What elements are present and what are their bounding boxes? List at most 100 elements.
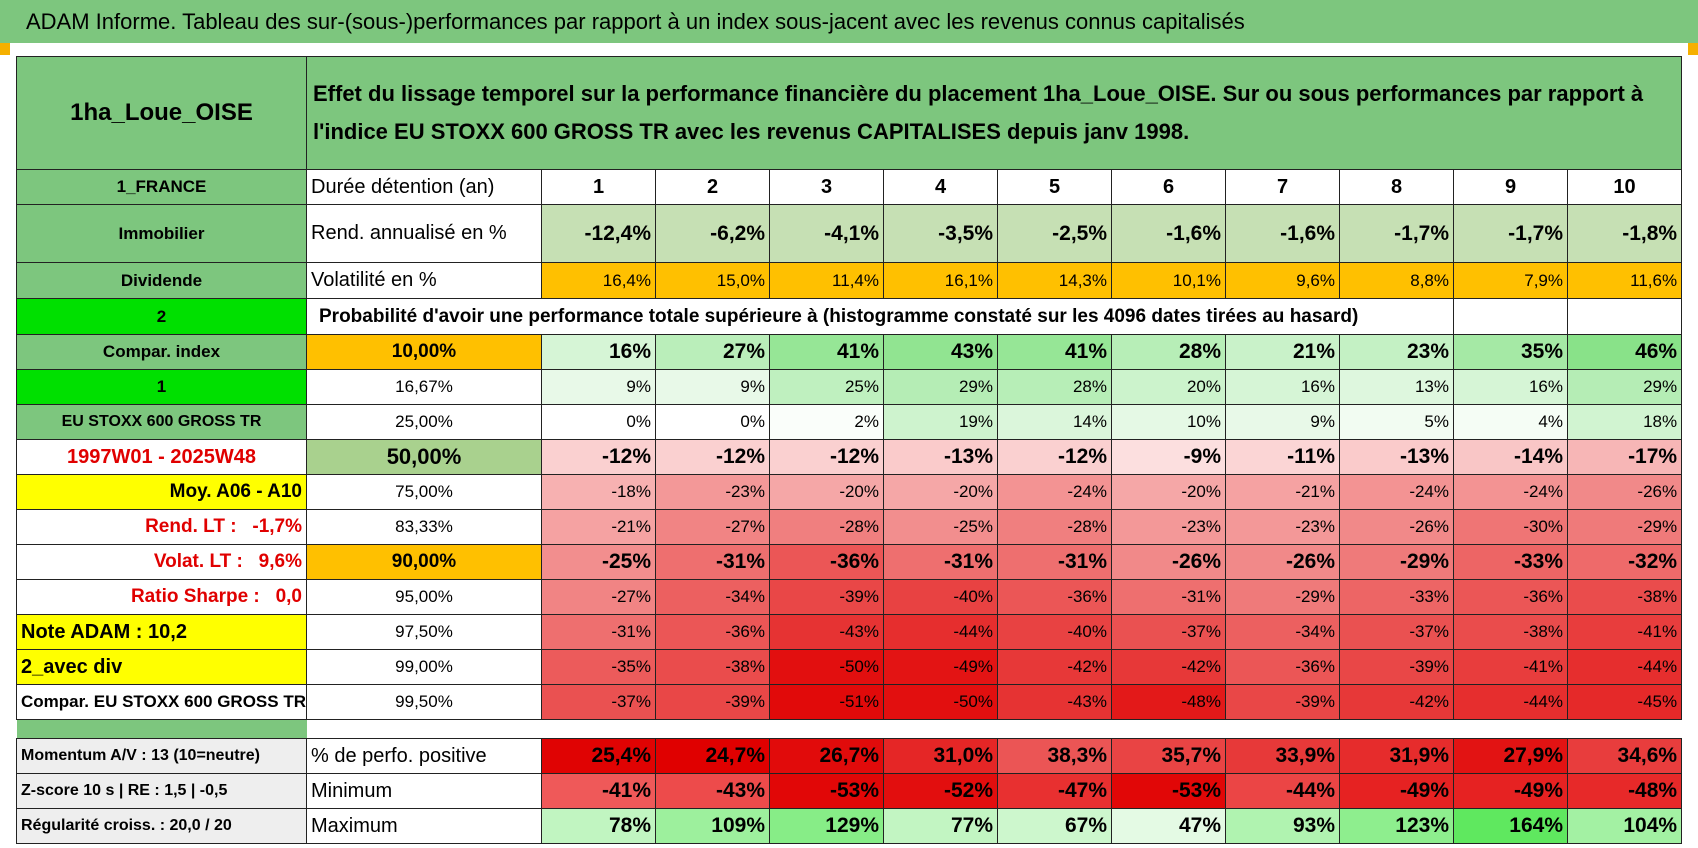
value-cell: 33,9% [1225,738,1340,774]
value-cell: -39% [1225,684,1340,720]
row-label: Compar. EU STOXX 600 GROSS TR [16,684,307,720]
row-label: Compar. index [16,334,307,370]
header-row: 1ha_Loue_OISE Effet du lissage temporel s… [16,56,1683,170]
value-cell: 29% [883,369,998,405]
value-cell: -20% [769,474,884,510]
row-label: 1 [16,369,307,405]
name-cell: 1ha_Loue_OISE [16,56,307,170]
value-cell: -42% [1339,684,1454,720]
row-label: Z-score 10 s | RE : 1,5 | -0,5 [16,773,307,809]
value-cell: 78% [541,808,656,844]
value-cell: 20% [1111,369,1226,405]
value-cell: -21% [541,509,656,545]
value-cell: 16,1% [883,262,998,299]
row-metric: 90,00% [306,544,542,580]
spacer [307,720,1682,739]
value-cell: 16% [1225,369,1340,405]
value-cell: 7 [1225,169,1340,205]
value-cell: -36% [1225,649,1340,685]
value-cell: -13% [883,439,998,475]
value-cell: -29% [1339,544,1454,580]
value-cell: 109% [655,808,770,844]
value-cell: 27,9% [1453,738,1568,774]
row-label: Rend. LT : -1,7% [16,509,307,545]
row-label: Ratio Sharpe : 0,0 [16,579,307,615]
value-cell: -3,5% [883,204,998,263]
value-cell: -12% [655,439,770,475]
value-cell: -31% [655,544,770,580]
value-cell: 35,7% [1111,738,1226,774]
value-cell: 13% [1339,369,1454,405]
data-row: EU STOXX 600 GROSS TR 25,00% 0% 0% 2% 19% 14% 1… [16,404,1683,440]
value-cell: -36% [655,614,770,650]
value-cell: 4% [1453,404,1568,440]
value-cell: -49% [883,649,998,685]
value-cell: 10 [1566,169,1683,205]
row-metric: 10,00% [306,334,542,370]
row-label: 2_avec div [16,649,307,685]
value-cell: 16,4% [541,262,656,299]
value-cell: -42% [1111,649,1226,685]
value-cell: 21% [1225,334,1340,370]
description: Effet du lissage temporel sur la perform… [305,56,1683,170]
value-cell: 31,0% [883,738,998,774]
value-cell: 10% [1111,404,1226,440]
value-cell: 16% [541,334,656,370]
value-cell: 47% [1111,808,1226,844]
data-row: 1997W01 - 2025W48 50,00% -12% -12% -12% -13% -… [16,439,1683,475]
row-label: EU STOXX 600 GROSS TR [16,404,307,440]
value-cell: 31,9% [1339,738,1454,774]
value-cell: -48% [1566,773,1683,809]
value-cell: -26% [1225,544,1340,580]
value-cell: -23% [1111,509,1226,545]
value-cell: 123% [1339,808,1454,844]
value-cell: -36% [769,544,884,580]
value-cell: -36% [997,579,1112,615]
value-cell: 38,3% [997,738,1112,774]
row-label: Régularité croiss. : 20,0 / 20 [16,808,307,844]
value-cell: -30% [1453,509,1568,545]
value-cell: -40% [997,614,1112,650]
data-row: Volat. LT : 9,6% 90,00% -25% -31% -36% -31% -3… [16,544,1683,580]
value-cell: -43% [655,773,770,809]
value-cell: 28% [1111,334,1226,370]
value-cell: 7,9% [1453,262,1568,299]
value-cell: -40% [883,579,998,615]
value-cell: 9,6% [1225,262,1340,299]
value-cell: -31% [997,544,1112,580]
value-cell: -9% [1111,439,1226,475]
value-cell: -49% [1453,773,1568,809]
empty-cell [1566,298,1683,335]
value-cell: 129% [769,808,884,844]
value-cell: -33% [1339,579,1454,615]
value-cell: 18% [1566,404,1683,440]
value-cell: 3 [769,169,884,205]
value-cell: -36% [1453,579,1568,615]
value-cell: -53% [1111,773,1226,809]
row-metric: 75,00% [306,474,542,510]
data-row: Note ADAM : 10,2 97,50% -31% -36% -43% -44% -4… [16,614,1683,650]
value-cell: -23% [655,474,770,510]
empty-cell [1453,298,1568,335]
value-cell: 27% [655,334,770,370]
data-row: Moy. A06 - A10 75,00% -18% -23% -20% -20% -24%… [16,474,1683,510]
value-cell: -44% [1225,773,1340,809]
value-cell: -38% [1453,614,1568,650]
value-cell: 9% [1225,404,1340,440]
value-cell: 19% [883,404,998,440]
value-cell: -48% [1111,684,1226,720]
data-row: Compar. index 10,00% 16% 27% 41% 43% 41% 28% 21%… [16,334,1683,370]
row-metric: 99,00% [306,649,542,685]
value-cell: 24,7% [655,738,770,774]
data-row: Ratio Sharpe : 0,0 95,00% -27% -34% -39% -40%… [16,579,1683,615]
value-cell: -23% [1225,509,1340,545]
value-cell: -1,6% [1225,204,1340,263]
value-cell: -29% [1225,579,1340,615]
row-label: Volat. LT : 9,6% [16,544,307,580]
title: ADAM Informe. Tableau des sur-(sous-)per… [0,0,1698,43]
row-metric: Rend. annualisé en % [306,204,542,263]
data-row: Régularité croiss. : 20,0 / 20 Maximum 78%… [16,808,1683,844]
spacer-row [16,719,1682,739]
data-row: 1 16,67% 9% 9% 25% 29% 28% 20% 16% 13% 16% 29% [16,369,1683,405]
data-row: Compar. EU STOXX 600 GROSS TR 99,50% -37% -… [16,684,1683,720]
